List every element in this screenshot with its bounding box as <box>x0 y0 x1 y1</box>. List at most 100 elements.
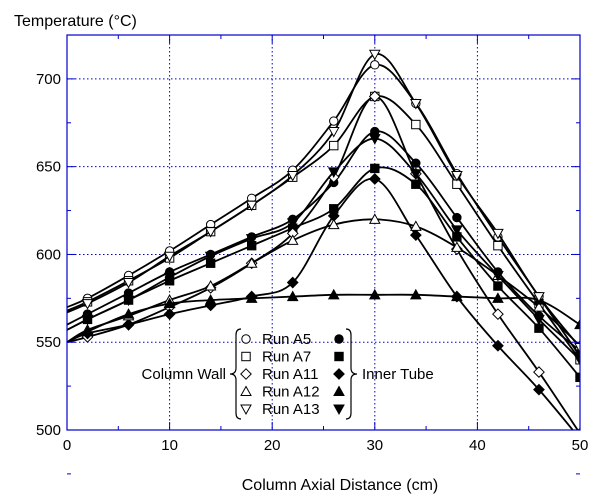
legend-marker-filled <box>333 404 345 416</box>
data-point <box>411 179 421 189</box>
data-point <box>327 127 340 138</box>
legend-marker-filled <box>333 385 345 396</box>
series-run-a13-column-wall <box>67 49 580 354</box>
series-run-a11-inner-tube <box>67 173 574 430</box>
data-point <box>163 308 176 321</box>
data-point <box>204 280 217 291</box>
legend-marker-open <box>240 385 252 396</box>
data-point <box>286 276 299 289</box>
legend-marker-open <box>240 368 252 380</box>
series-line <box>67 293 580 344</box>
series-run-a12-inner-tube <box>67 288 580 344</box>
series-line <box>67 218 580 347</box>
y-axis-title: Temperature (°C) <box>14 13 137 30</box>
series-run-a13-inner-tube <box>67 134 580 366</box>
series-layer <box>67 49 580 430</box>
legend-label-run-a5: Run A5 <box>262 331 311 348</box>
data-point <box>533 383 545 396</box>
data-point <box>492 228 504 240</box>
legend-marker-filled <box>334 351 344 362</box>
series-line <box>67 137 580 361</box>
y-tick-label: 500 <box>36 422 61 439</box>
y-tick-label: 650 <box>36 159 61 176</box>
data-point <box>245 234 258 245</box>
x-tick-label: 50 <box>572 437 589 454</box>
x-tick-label: 30 <box>366 437 383 454</box>
data-point <box>81 314 94 326</box>
data-point <box>122 318 135 331</box>
data-point <box>329 116 339 126</box>
x-tick-label: 0 <box>63 437 71 454</box>
data-point <box>286 234 299 245</box>
series-run-a5-column-wall <box>67 60 580 361</box>
data-point <box>368 288 381 300</box>
data-point <box>411 119 421 130</box>
x-tick-label: 40 <box>469 437 486 454</box>
data-point <box>368 134 381 145</box>
legend-marker-open <box>240 404 252 416</box>
series-line <box>67 130 580 352</box>
legend-marker-open <box>241 334 251 344</box>
data-point <box>493 240 503 251</box>
legend-label-run-a7: Run A7 <box>262 349 311 366</box>
legend-marker-filled <box>333 368 345 380</box>
data-point <box>327 167 340 178</box>
data-point <box>370 163 380 174</box>
data-point <box>533 301 545 312</box>
data-point <box>245 200 258 212</box>
data-point <box>163 251 176 263</box>
data-point <box>327 218 340 230</box>
x-tick-label: 20 <box>264 437 281 454</box>
data-point <box>163 297 176 309</box>
data-point <box>122 308 135 319</box>
data-point <box>122 295 135 307</box>
series-line <box>67 63 580 357</box>
legend-label-run-a13: Run A13 <box>262 401 320 418</box>
data-point <box>370 60 380 70</box>
data-point <box>533 314 545 326</box>
x-axis-title: Column Axial Distance (cm) <box>242 477 439 494</box>
data-point <box>204 294 217 305</box>
data-point <box>451 290 463 302</box>
data-point <box>286 170 299 182</box>
data-point <box>329 140 339 151</box>
data-point <box>286 290 299 302</box>
data-point <box>409 220 422 231</box>
data-point <box>492 292 504 303</box>
data-point <box>204 227 217 238</box>
data-point <box>368 49 381 61</box>
data-point <box>452 212 462 223</box>
data-point <box>409 288 422 300</box>
y-tick-label: 550 <box>36 334 61 351</box>
data-point <box>368 90 381 103</box>
legend-group-inner-tube: Inner Tube <box>362 366 434 383</box>
y-tick-label: 600 <box>36 246 61 263</box>
data-point <box>368 173 381 185</box>
data-point <box>122 278 135 289</box>
data-point <box>245 292 258 303</box>
legend-marker-filled <box>334 334 344 344</box>
legend-brace-right <box>345 328 358 420</box>
data-point <box>533 366 545 378</box>
legend-label-run-a12: Run A12 <box>262 384 320 401</box>
data-point <box>451 241 463 252</box>
data-point <box>409 98 422 110</box>
data-point <box>492 308 504 321</box>
data-point <box>492 271 504 282</box>
data-point <box>574 342 580 354</box>
data-point <box>81 299 94 310</box>
data-point <box>286 218 299 229</box>
legend-label-run-a11: Run A11 <box>262 366 318 383</box>
y-tick-label: 700 <box>36 71 61 88</box>
data-point <box>409 169 422 180</box>
data-point <box>493 281 503 291</box>
data-point <box>492 339 504 352</box>
data-point <box>327 288 340 300</box>
data-point <box>368 213 381 224</box>
data-point <box>81 325 94 337</box>
legend-brace-left <box>229 328 242 420</box>
series-line <box>67 53 580 349</box>
